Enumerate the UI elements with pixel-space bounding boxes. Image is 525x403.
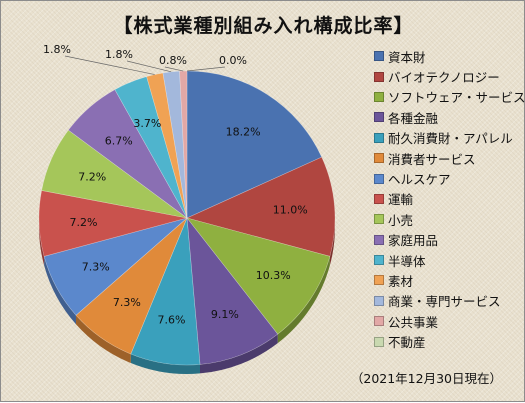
data-label-3: 10.3% — [256, 269, 291, 282]
legend-item: ソフトウェア・サービス — [374, 87, 525, 107]
pie-slice-11 — [114, 76, 188, 219]
legend-swatch — [374, 173, 384, 184]
legend-label: 商業・専門サービス — [388, 294, 501, 310]
legend-item: ヘルスケア — [374, 168, 525, 188]
data-label-15: 0.0% — [219, 54, 247, 67]
pie-slice-9 — [41, 129, 188, 219]
legend-swatch — [374, 295, 384, 306]
legend-swatch — [374, 132, 384, 143]
legend-label: 小売 — [388, 212, 414, 228]
leader-line-14 — [164, 66, 184, 72]
data-label-1: 18.2% — [226, 125, 261, 138]
pie-slice-7 — [43, 217, 188, 316]
pie-slice-8 — [38, 190, 188, 257]
legend-item: 家庭用品 — [374, 230, 525, 250]
data-label-13: 1.8% — [105, 48, 133, 61]
legend-label: 運輸 — [388, 192, 414, 208]
legend-swatch — [374, 193, 384, 204]
data-label-2: 11.0% — [273, 204, 308, 217]
legend-label: 公共事業 — [388, 314, 439, 330]
legend-swatch — [374, 153, 384, 164]
legend-item: 素材 — [374, 270, 525, 290]
legend-item: 公共事業 — [374, 311, 525, 331]
pie-slice-side-6 — [75, 315, 131, 363]
legend-label: 家庭用品 — [388, 233, 439, 249]
pie-slice-12 — [146, 72, 188, 219]
legend-item: 運輸 — [374, 189, 525, 209]
legend-item: 耐久消費財・アパレル — [374, 128, 525, 148]
legend-item: 資本財 — [374, 46, 525, 66]
pie-slice-side-4 — [200, 334, 278, 374]
legend-swatch — [374, 275, 384, 286]
legend: 資本財バイオテクノロジーソフトウェア・サービス 各種金融耐久消費財・アパレル 消費者… — [374, 46, 525, 352]
legend-item: 各種金融 — [374, 107, 525, 127]
legend-item: バイオテクノロジー — [374, 66, 525, 86]
pie-slice-side-3 — [277, 256, 330, 344]
data-label-4: 9.1% — [211, 308, 239, 321]
data-label-6: 7.3% — [113, 296, 141, 309]
data-label-11: 3.7% — [133, 117, 161, 130]
pie-slice-side-7 — [44, 256, 76, 325]
pie-slice-4 — [186, 217, 279, 365]
legend-swatch — [374, 316, 384, 327]
legend-label: 半導体 — [388, 253, 426, 269]
legend-item: 半導体 — [374, 250, 525, 270]
legend-label: 各種金融 — [388, 110, 439, 126]
as-of-date-note: （2021年12月30日現在） — [350, 371, 502, 386]
legend-swatch — [374, 71, 384, 82]
legend-swatch — [374, 51, 384, 62]
legend-swatch — [374, 255, 384, 266]
legend-label: 耐久消費財・アパレル — [388, 131, 513, 147]
leader-line-12 — [64, 55, 155, 75]
pie-slice-5 — [130, 217, 201, 366]
legend-item: 商業・専門サービス — [374, 291, 525, 311]
data-label-10: 6.7% — [105, 135, 133, 148]
leader-line-15 — [186, 66, 226, 72]
pie-slice-side-2 — [329, 218, 335, 266]
legend-swatch — [374, 112, 384, 123]
legend-label: 素材 — [388, 273, 414, 289]
pie-slice-side-5 — [130, 353, 201, 374]
pie-slice-6 — [75, 217, 188, 355]
data-label-9: 7.2% — [78, 171, 106, 184]
legend-swatch — [374, 91, 384, 102]
pie-slice-10 — [67, 89, 188, 219]
legend-label: バイオテクノロジー — [388, 70, 500, 86]
legend-item: 小売 — [374, 209, 525, 229]
pie-slice-14 — [179, 70, 188, 219]
pie-slice-3 — [186, 217, 331, 335]
pie-slice-13 — [162, 70, 188, 219]
legend-label: 不動産 — [388, 335, 426, 351]
legend-swatch — [374, 234, 384, 245]
data-label-12: 1.8% — [43, 43, 71, 56]
legend-swatch — [374, 214, 384, 225]
data-label-5: 7.6% — [157, 314, 185, 327]
legend-swatch — [374, 336, 384, 347]
chart-title: 【株式業種別組み入れ構成比率】 — [113, 15, 414, 37]
data-label-8: 7.2% — [69, 216, 97, 229]
pie-slice-1 — [186, 70, 323, 219]
legend-label: 資本財 — [388, 49, 426, 65]
pie-slice-side-8 — [39, 218, 45, 266]
legend-label: 消費者サービス — [388, 151, 476, 167]
legend-label: ヘルスケア — [388, 172, 451, 188]
pie-side — [39, 218, 335, 374]
legend-item: 消費者サービス — [374, 148, 525, 168]
leader-line-13 — [126, 60, 172, 73]
data-label-7: 7.3% — [82, 261, 110, 274]
data-label-14: 0.8% — [159, 54, 187, 67]
pie-slice-2 — [186, 156, 336, 257]
legend-item: 不動産 — [374, 331, 525, 351]
legend-label: ソフトウェア・サービス — [388, 90, 525, 106]
